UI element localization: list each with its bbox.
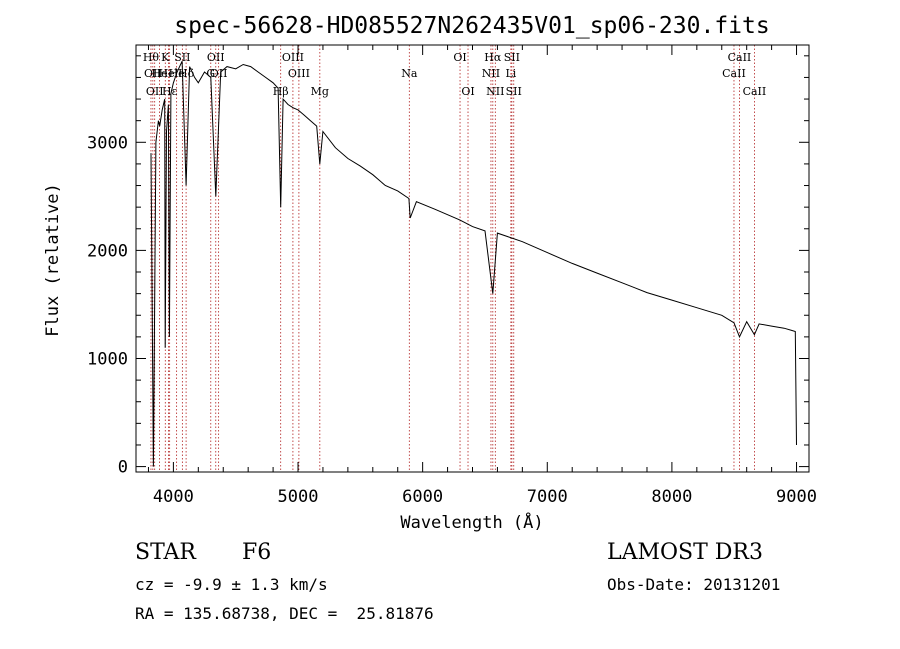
line-label-23: Li: [505, 67, 516, 80]
line-label-17: Na: [401, 67, 418, 80]
line-label-13: Hβ: [273, 85, 289, 98]
line-label-14: OIII: [282, 51, 304, 64]
line-label-4: K: [161, 51, 170, 64]
line-label-10: G: [206, 67, 215, 80]
survey-name: LAMOST DR3: [607, 540, 763, 565]
line-label-5: Hel: [159, 67, 179, 80]
line-label-3: He: [152, 67, 168, 80]
line-label-25: SII: [506, 85, 522, 98]
line-label-22: NII: [486, 85, 504, 98]
x-tick-label-5: 9000: [776, 487, 817, 507]
line-label-0: Hθ: [143, 51, 160, 64]
line-label-9: Hδ: [178, 67, 195, 80]
plot-frame: [135, 44, 810, 473]
y-tick-label-1: 1000: [87, 349, 128, 369]
line-label-2: OII: [146, 85, 164, 98]
line-label-15: OIII: [288, 67, 310, 80]
y-axis-label: Flux (relative): [43, 183, 63, 337]
x-tick-label-1: 5000: [278, 487, 319, 507]
line-label-6: Hε: [162, 85, 178, 98]
subclass: F6: [242, 540, 272, 565]
chart-title: spec-56628-HD085527N262435V01_sp06-230.f…: [174, 13, 769, 39]
x-axis-label: Wavelength (Å): [400, 511, 543, 533]
line-label-16: Mg: [311, 85, 329, 98]
y-tick-label-0: 0: [118, 458, 128, 478]
redshift-text: cz = -9.9 ± 1.3 km/s: [135, 575, 328, 594]
object-class: STAR: [135, 540, 196, 565]
line-label-18: OI: [453, 51, 466, 64]
line-label-28: CaII: [743, 85, 767, 98]
obs-date: Obs-Date: 20131201: [607, 575, 781, 594]
line-label-8: SII: [174, 51, 190, 64]
line-label-11: OII: [207, 51, 225, 64]
spectrum-series-line: [150, 60, 797, 467]
y-tick-label-2: 2000: [87, 241, 128, 261]
y-axis: 0 1000 2000 3000: [87, 55, 809, 478]
x-axis: 4000 5000 6000 7000 8000 9000: [147, 45, 817, 507]
line-label-21: Hα: [484, 51, 502, 64]
line-label-20: NII: [482, 67, 500, 80]
line-label-27: CaII: [728, 51, 752, 64]
x-tick-label-0: 4000: [153, 487, 194, 507]
line-label-1: OII: [144, 67, 162, 80]
emission-line-markers: [150, 45, 755, 472]
x-tick-label-4: 8000: [651, 487, 692, 507]
y-tick-label-3: 3000: [87, 133, 128, 153]
x-tick-label-3: 7000: [527, 487, 568, 507]
coordinates: RA = 135.68738, DEC = 25.81876: [135, 604, 434, 623]
line-label-19: OI: [461, 85, 474, 98]
x-tick-label-2: 6000: [402, 487, 443, 507]
line-label-24: SII: [504, 51, 520, 64]
line-label-26: CaII: [722, 67, 746, 80]
